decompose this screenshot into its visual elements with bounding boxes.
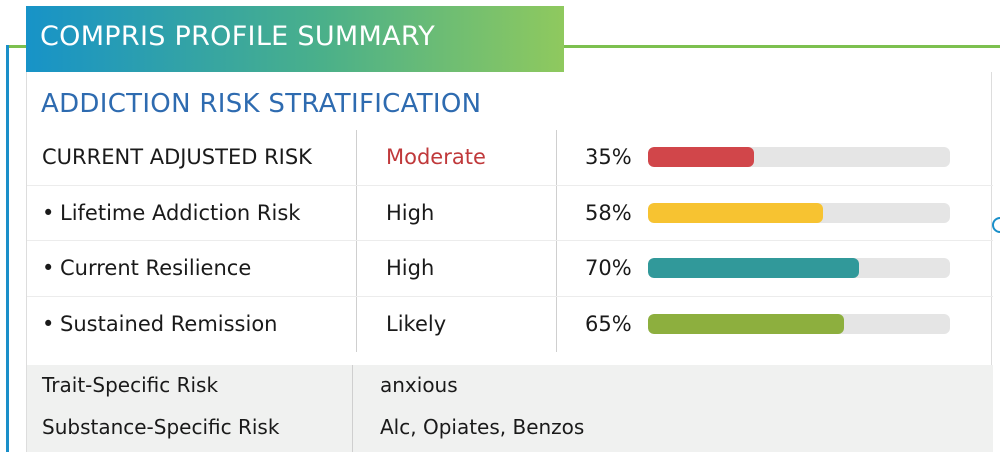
risk-row-lifetime: • Lifetime Addiction Risk High 58% bbox=[27, 186, 993, 241]
risk-label: • Current Resilience bbox=[42, 256, 251, 280]
risk-bar-fill bbox=[648, 147, 754, 168]
risk-row-resilience: • Current Resilience High 70% bbox=[27, 241, 993, 297]
header-banner: COMPRIS PROFILE SUMMARY bbox=[26, 6, 564, 72]
risk-percent: 58% bbox=[585, 200, 632, 225]
risk-label: CURRENT ADJUSTED RISK bbox=[42, 145, 312, 169]
bullet-icon: • bbox=[42, 312, 55, 337]
bullet-icon: • bbox=[42, 200, 55, 225]
risk-bar-track bbox=[648, 314, 950, 335]
risk-label-text: Current Resilience bbox=[60, 256, 252, 281]
risk-bar-track bbox=[648, 147, 950, 168]
page-title: COMPRIS PROFILE SUMMARY bbox=[40, 21, 435, 52]
risk-bar-fill bbox=[648, 202, 824, 223]
section-title: ADDICTION RISK STRATIFICATION bbox=[41, 89, 482, 119]
risk-label-text: Sustained Remission bbox=[60, 312, 278, 337]
risk-bar-fill bbox=[648, 314, 845, 335]
risk-level: Moderate bbox=[386, 145, 486, 170]
risk-bar-track bbox=[648, 258, 950, 279]
risk-label-text: Lifetime Addiction Risk bbox=[60, 200, 301, 225]
risk-card: ADDICTION RISK STRATIFICATION CURRENT AD… bbox=[26, 72, 993, 452]
risk-level: High bbox=[386, 200, 435, 225]
risk-bar-track bbox=[648, 202, 950, 223]
risk-table: CURRENT ADJUSTED RISK Moderate 35% • Life… bbox=[27, 130, 993, 352]
column-divider bbox=[356, 130, 357, 352]
column-divider bbox=[556, 130, 557, 352]
column-divider bbox=[352, 365, 353, 452]
risk-percent: 70% bbox=[585, 256, 632, 281]
trait-risk-value: anxious bbox=[380, 373, 458, 397]
risk-label-text: CURRENT ADJUSTED RISK bbox=[42, 145, 312, 170]
trait-risk-label: Trait-Specific Risk bbox=[42, 373, 219, 397]
risk-row-current-adjusted: CURRENT ADJUSTED RISK Moderate 35% bbox=[27, 130, 993, 186]
risk-level: Likely bbox=[386, 312, 447, 337]
edge-handle-icon[interactable] bbox=[992, 217, 1000, 233]
substance-risk-value: Alc, Opiates, Benzos bbox=[380, 415, 585, 439]
substance-risk-label: Substance-Specific Risk bbox=[42, 415, 280, 439]
risk-bar-fill bbox=[648, 258, 860, 279]
bullet-icon: • bbox=[42, 256, 55, 281]
risk-level: High bbox=[386, 256, 435, 281]
specific-risk-panel: Trait-Specific Risk anxious Substance-Sp… bbox=[27, 365, 993, 452]
risk-label: • Sustained Remission bbox=[42, 312, 278, 336]
frame-left-line bbox=[6, 45, 9, 452]
risk-percent: 35% bbox=[585, 145, 632, 170]
risk-label: • Lifetime Addiction Risk bbox=[42, 201, 300, 225]
risk-percent: 65% bbox=[585, 312, 632, 337]
risk-row-remission: • Sustained Remission Likely 65% bbox=[27, 297, 993, 353]
